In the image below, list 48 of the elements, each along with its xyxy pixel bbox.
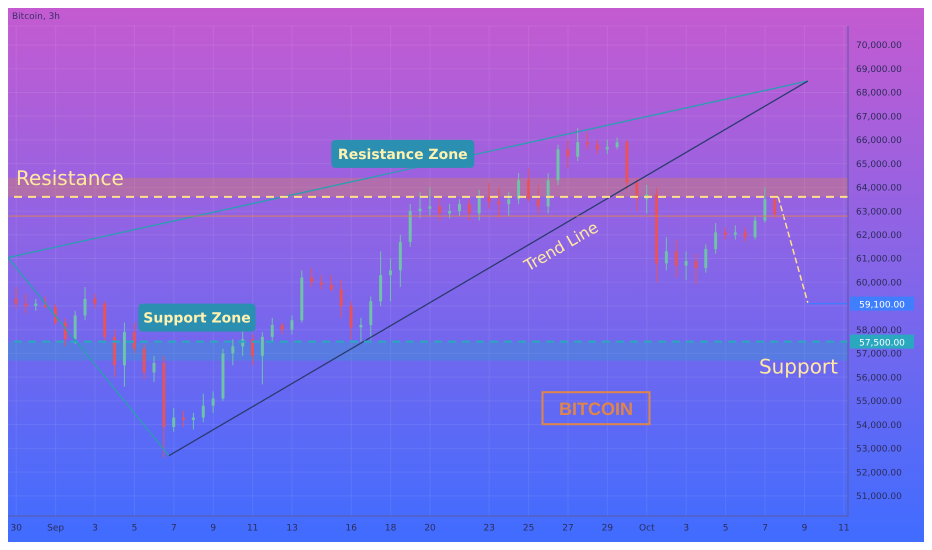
y-tick-label: 63,000.00: [856, 207, 902, 218]
y-tick-label: 55,000.00: [856, 397, 902, 408]
y-tick-label: 62,000.00: [856, 231, 902, 242]
x-tick-label: 3: [92, 523, 98, 534]
chart-title: Bitcoin, 3h: [12, 12, 60, 22]
y-tick-label: 69,000.00: [856, 64, 902, 75]
annotation: Support: [758, 354, 838, 379]
band-label: Resistance Zone: [338, 146, 468, 163]
band-label: Support Zone: [143, 310, 251, 327]
y-tick-label: 70,000.00: [856, 41, 902, 52]
y-tick-label: 67,000.00: [856, 112, 902, 122]
x-tick-label: Oct: [639, 523, 656, 534]
y-tick-label: 51,000.00: [856, 492, 902, 502]
x-tick-label: 13: [286, 523, 298, 534]
x-tick-label: 20: [424, 523, 436, 534]
x-tick-label: 23: [483, 523, 495, 534]
y-tick-label: 60,000.00: [856, 278, 902, 288]
x-tick-label: 5: [722, 523, 729, 534]
x-tick-label: 9: [802, 523, 808, 534]
y-tick-label: 56,000.00: [856, 373, 902, 384]
y-tick-label: 68,000.00: [856, 88, 902, 99]
y-tick-label: 61,000.00: [856, 254, 902, 265]
x-tick-label: 5: [132, 523, 138, 534]
x-tick-label: 27: [562, 523, 574, 534]
y-tick-label: 52,000.00: [856, 468, 902, 478]
y-tick-label: 57,000.00: [856, 350, 902, 360]
x-tick-label: 29: [602, 523, 614, 534]
y-tick-label: 64,000.00: [856, 184, 902, 194]
annotation: BITCOIN: [559, 399, 633, 420]
x-tick-label: 16: [346, 523, 358, 534]
x-tick-label: 7: [171, 523, 177, 534]
x-tick-label: 30: [10, 523, 22, 534]
ref-line-label: 57,500.00: [859, 338, 906, 349]
y-tick-label: 54,000.00: [856, 420, 902, 431]
y-tick-label: 58,000.00: [856, 326, 902, 336]
y-tick-label: 66,000.00: [856, 136, 902, 146]
x-tick-label: 11: [838, 523, 850, 534]
x-tick-label: 7: [762, 523, 768, 534]
x-tick-label: 25: [522, 523, 534, 534]
annotation: Resistance: [16, 166, 124, 190]
x-tick-label: Sep: [47, 523, 64, 534]
x-tick-label: 11: [246, 523, 258, 534]
x-tick-label: 18: [384, 523, 397, 534]
y-tick-label: 65,000.00: [856, 160, 902, 170]
x-tick-label: 3: [683, 523, 690, 534]
y-tick-label: 53,000.00: [856, 444, 902, 455]
series-label: 59,100.00: [859, 300, 906, 311]
x-tick-label: 9: [210, 523, 216, 534]
